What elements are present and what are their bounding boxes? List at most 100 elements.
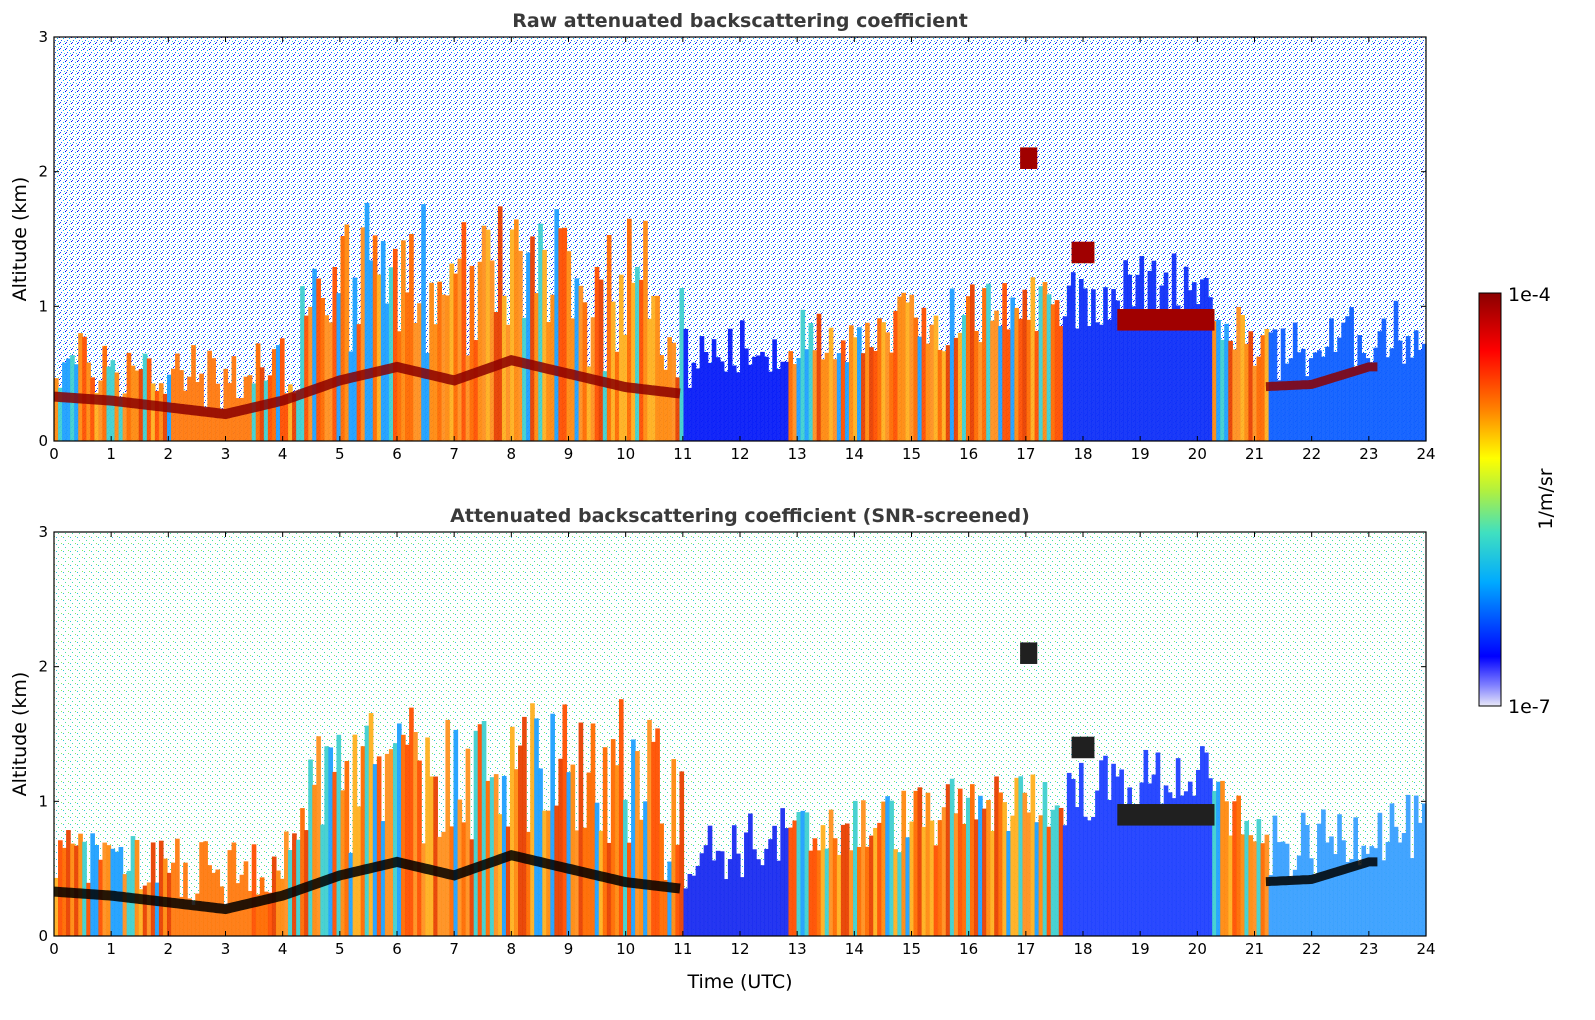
heatmap-cell: [586, 772, 592, 936]
heatmap-cell: [578, 285, 584, 441]
y-axis: 0 1 2 3: [38, 28, 1426, 450]
heatmap-cell: [90, 833, 95, 936]
heatmap-cell: [957, 788, 963, 936]
heatmap-cell: [526, 831, 531, 936]
heatmap-cell: [1288, 876, 1294, 936]
heatmap-cell: [961, 823, 967, 936]
heatmap-cell: [1220, 339, 1225, 441]
heatmap-cell: [731, 365, 737, 441]
heatmap-cell: [756, 859, 761, 936]
heatmap-cell: [1284, 843, 1290, 936]
x-tick-label: 20: [1188, 940, 1207, 958]
heatmap-cell: [1204, 752, 1209, 936]
heatmap-cell: [203, 408, 208, 441]
heatmap-cell: [457, 258, 463, 441]
heatmap-cell: [1212, 790, 1217, 936]
heatmap-cell: [598, 830, 604, 936]
heatmap-cell: [1333, 854, 1338, 936]
heatmap-cell: [1333, 351, 1338, 441]
heatmap-cell: [953, 813, 959, 936]
heatmap-cell: [316, 278, 321, 441]
heatmap-cell: [1220, 780, 1225, 936]
heatmap-cell: [1365, 853, 1371, 936]
heatmap-cell: [130, 836, 136, 936]
colorbar-min-label: 1e-7: [1508, 696, 1551, 718]
chart-title: Raw attenuated backscattering coefficien…: [512, 10, 968, 32]
heatmap-cell: [1397, 340, 1403, 441]
heatmap-cell: [1256, 356, 1262, 441]
heatmap-cell: [1115, 300, 1120, 441]
heatmap-cell: [594, 266, 600, 441]
heatmap-cell: [828, 327, 834, 441]
heatmap-cell: [1321, 356, 1326, 441]
heatmap-cell: [1006, 329, 1011, 441]
heatmap-cell: [723, 371, 729, 441]
y-tick-label: 0: [38, 927, 48, 945]
heatmap-cell: [1413, 330, 1419, 441]
heatmap-cell: [816, 313, 822, 441]
heatmap-cell: [1010, 297, 1015, 441]
heatmap-cell: [719, 361, 725, 441]
heatmap-cell: [102, 842, 108, 936]
heatmap-cell: [1236, 306, 1241, 441]
heatmap-cell: [804, 812, 810, 936]
heatmap-cell: [1179, 795, 1185, 936]
heatmap-cell: [885, 332, 890, 441]
heatmap-cell: [1175, 305, 1181, 441]
heatmap-cell: [1357, 865, 1363, 936]
heatmap-cell: [582, 827, 588, 936]
heatmap-cell: [449, 826, 455, 936]
heatmap-cell: [941, 807, 947, 936]
heatmap-cell: [1373, 848, 1379, 936]
boundary-layer-top: [53, 849, 681, 915]
heatmap-cell: [610, 739, 616, 936]
x-tick-label: 13: [788, 445, 807, 463]
heatmap-cell: [606, 235, 612, 441]
heatmap-cell: [703, 845, 709, 936]
heatmap-cell: [1325, 842, 1330, 936]
heatmap-cell: [324, 746, 329, 936]
heatmap-cell: [1151, 774, 1157, 936]
heatmap-cell: [207, 865, 212, 936]
heatmap-cell: [421, 843, 426, 936]
heatmap-cell: [1187, 290, 1193, 441]
heatmap-cell: [1369, 846, 1375, 936]
cloud-layer: [1020, 642, 1038, 664]
heatmap-cell: [1313, 874, 1318, 936]
heatmap-cell: [744, 832, 749, 936]
heatmap-cell: [1026, 319, 1032, 441]
heatmap-cell: [1252, 841, 1258, 936]
heatmap-cell: [526, 252, 531, 441]
heatmap-cell: [994, 776, 999, 936]
x-tick-label: 23: [1359, 445, 1378, 463]
panel-snr-screened: Attenuated backscattering coefficient (S…: [9, 505, 1436, 993]
heatmap-cell: [881, 322, 886, 441]
heatmap-cell: [522, 317, 527, 441]
heatmap-cell: [748, 813, 753, 936]
x-tick-label: 2: [164, 940, 174, 958]
heatmap-cell: [1204, 277, 1209, 441]
heatmap-cell: [824, 848, 830, 936]
heatmap-cell: [1280, 841, 1286, 936]
heatmap-cell: [1216, 781, 1221, 936]
heatmap-cell: [566, 772, 572, 936]
heatmap-cell: [1345, 316, 1350, 441]
heatmap-cell: [54, 877, 59, 936]
heatmap-cell: [505, 324, 511, 441]
heatmap-cell: [1074, 328, 1080, 441]
heatmap-cell: [1095, 322, 1100, 441]
heatmap-cell: [808, 850, 814, 936]
heatmap-cell: [752, 356, 757, 441]
heatmap-cell: [1002, 802, 1007, 936]
heatmap-cell: [489, 260, 495, 441]
heatmap-cell: [965, 296, 971, 441]
heatmap-cell: [881, 801, 886, 936]
heatmap-cell: [1046, 826, 1052, 936]
heatmap-cell: [542, 249, 547, 441]
heatmap-cell: [986, 800, 991, 936]
heatmap-cell: [627, 842, 632, 936]
heatmap-cell: [687, 387, 693, 441]
heatmap-cell: [1308, 358, 1314, 441]
heatmap-cell: [1353, 817, 1358, 936]
heatmap-cell: [655, 295, 660, 441]
